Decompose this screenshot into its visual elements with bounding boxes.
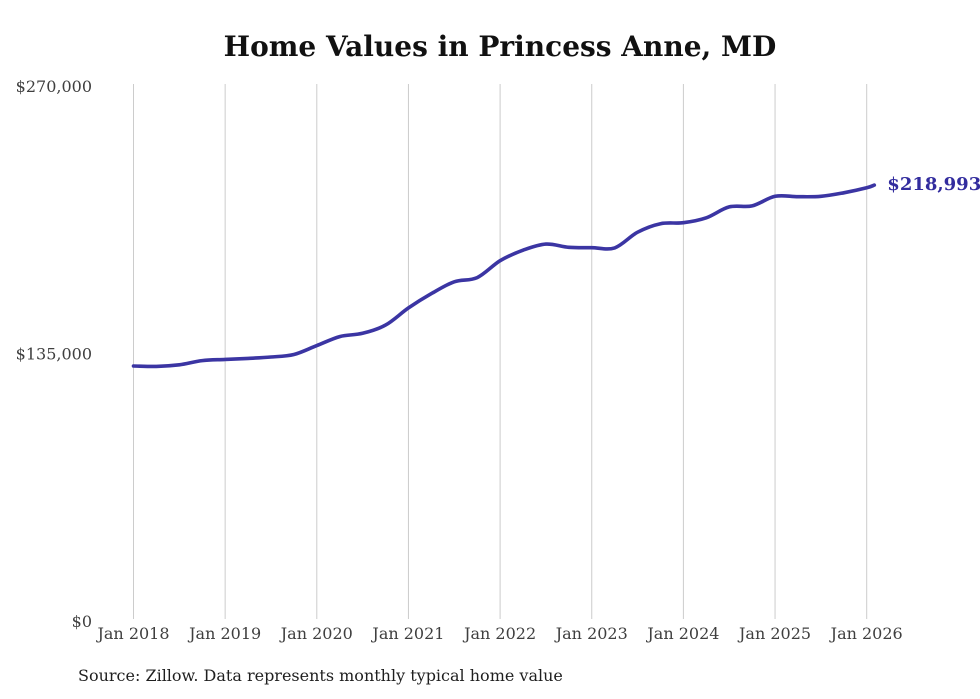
x-tick-label: Jan 2023 xyxy=(554,624,628,643)
x-tick-label: Jan 2018 xyxy=(95,624,169,643)
x-tick-label: Jan 2025 xyxy=(737,624,811,643)
y-tick-label: $135,000 xyxy=(16,345,92,364)
source-note: Source: Zillow. Data represents monthly … xyxy=(78,666,563,685)
x-tick-label: Jan 2026 xyxy=(829,624,903,643)
x-tick-label: Jan 2024 xyxy=(645,624,719,643)
chart-title: Home Values in Princess Anne, MD xyxy=(223,30,777,63)
y-tick-label: $0 xyxy=(72,612,92,631)
y-axis-labels: $0 $135,000 $270,000 xyxy=(16,77,92,631)
x-tick-label: Jan 2019 xyxy=(187,624,261,643)
x-tick-label: Jan 2022 xyxy=(462,624,536,643)
latest-value-label: $218,993 xyxy=(887,174,980,195)
y-tick-label: $270,000 xyxy=(16,77,92,96)
vertical-gridlines xyxy=(133,84,868,619)
x-tick-label: Jan 2021 xyxy=(370,624,444,643)
x-tick-label: Jan 2020 xyxy=(279,624,353,643)
home-value-line-series xyxy=(131,183,877,369)
x-axis-labels: Jan 2018 Jan 2019 Jan 2020 Jan 2021 Jan 2022… xyxy=(95,624,902,643)
